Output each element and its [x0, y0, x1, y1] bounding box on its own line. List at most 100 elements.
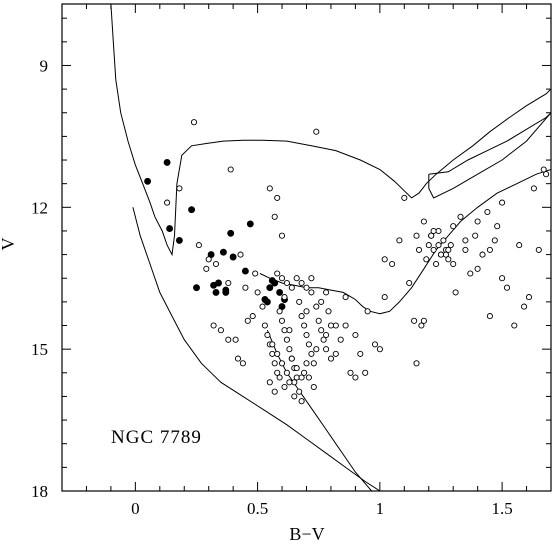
x-tick-label: 0.5	[247, 499, 268, 518]
filled-star-point	[246, 220, 254, 228]
open-star-point	[494, 223, 501, 230]
cluster-name-label: NGC 7789	[111, 427, 202, 448]
open-star-point	[364, 308, 371, 315]
filled-star-point	[175, 236, 183, 244]
open-star-point	[406, 279, 413, 287]
filled-star-point	[219, 248, 227, 256]
open-star-point	[227, 166, 234, 173]
open-star-point	[278, 232, 286, 239]
open-star-point	[254, 289, 261, 296]
open-star-point	[286, 379, 293, 386]
open-star-point	[413, 360, 420, 367]
open-star-point	[264, 331, 271, 339]
filled-star-point	[188, 206, 196, 214]
open-star-point	[303, 308, 310, 315]
open-star-point	[271, 388, 278, 395]
open-star-point	[249, 313, 256, 320]
open-star-point	[327, 322, 335, 329]
open-star-point	[305, 341, 312, 348]
open-star-point	[462, 237, 469, 244]
open-star-point	[313, 128, 320, 135]
open-star-point	[389, 260, 396, 268]
open-star-point	[303, 284, 310, 291]
open-star-point	[283, 279, 290, 287]
open-star-point	[266, 185, 273, 192]
open-star-point	[278, 360, 286, 367]
open-star-point	[269, 341, 276, 348]
open-star-point	[301, 369, 308, 376]
y-tick-label: 9	[40, 56, 49, 75]
open-star-point	[244, 317, 251, 324]
open-star-point	[293, 365, 300, 372]
open-star-point	[435, 227, 442, 235]
open-star-point	[325, 308, 332, 315]
open-star-point	[278, 317, 286, 324]
open-star-point	[457, 213, 464, 220]
open-star-point	[303, 360, 310, 367]
open-star-point	[259, 303, 266, 310]
open-star-point	[430, 227, 437, 235]
open-star-point	[342, 294, 349, 301]
open-star-point	[271, 360, 278, 367]
filled-star-point	[212, 288, 220, 296]
open-star-point	[486, 246, 493, 253]
open-star-point	[337, 336, 344, 343]
open-star-point	[445, 246, 452, 253]
x-tick-label: 1.5	[491, 499, 512, 518]
open-star-point	[278, 275, 286, 282]
open-star-point	[472, 232, 479, 239]
open-star-point	[252, 270, 259, 277]
open-star-point	[411, 317, 418, 324]
open-star-point	[301, 322, 308, 329]
open-star-point	[274, 369, 281, 376]
open-star-point	[310, 383, 317, 391]
open-star-point	[413, 232, 420, 239]
open-star-point	[203, 265, 210, 272]
open-star-point	[288, 284, 295, 291]
open-star-point	[286, 327, 293, 334]
open-star-point	[205, 256, 212, 263]
open-star-point	[327, 355, 335, 362]
open-star-point	[503, 284, 511, 291]
open-star-point	[305, 374, 312, 381]
open-star-point	[357, 350, 364, 357]
axis-ticks	[61, 4, 552, 492]
open-star-point	[298, 279, 305, 287]
open-star-point	[511, 322, 518, 329]
open-star-point	[239, 360, 246, 367]
open-star-point	[423, 256, 430, 263]
open-star-point	[281, 327, 288, 334]
open-star-point	[499, 199, 506, 206]
open-star-point	[320, 336, 327, 343]
open-star-point	[486, 313, 493, 320]
open-star-point	[540, 166, 547, 173]
open-star-point	[430, 246, 437, 253]
open-star-point	[237, 251, 244, 258]
filled-star-point	[144, 177, 152, 185]
open-star-point	[195, 242, 202, 249]
open-star-point	[274, 350, 281, 357]
open-star-point	[342, 322, 349, 329]
isochrone-curve-4	[259, 169, 551, 315]
open-star-point	[281, 383, 288, 391]
open-star-point	[535, 246, 542, 253]
open-star-point	[315, 317, 322, 324]
open-star-point	[308, 289, 315, 296]
y-tick-label: 12	[31, 198, 48, 217]
open-star-point	[310, 360, 317, 367]
open-star-point	[313, 303, 320, 310]
filled-star-point	[263, 298, 271, 306]
open-star-point	[269, 350, 276, 357]
open-star-point	[376, 346, 383, 353]
filled-star-point	[227, 229, 235, 237]
filled-star-point	[193, 284, 200, 292]
x-axis-label: B−V	[289, 524, 324, 544]
open-star-point	[484, 208, 491, 216]
open-star-point	[415, 246, 423, 253]
open-star-point	[474, 218, 481, 225]
open-star-point	[296, 298, 303, 305]
open-star-point	[347, 369, 354, 376]
data-points	[144, 119, 550, 405]
plot-border	[61, 3, 552, 492]
